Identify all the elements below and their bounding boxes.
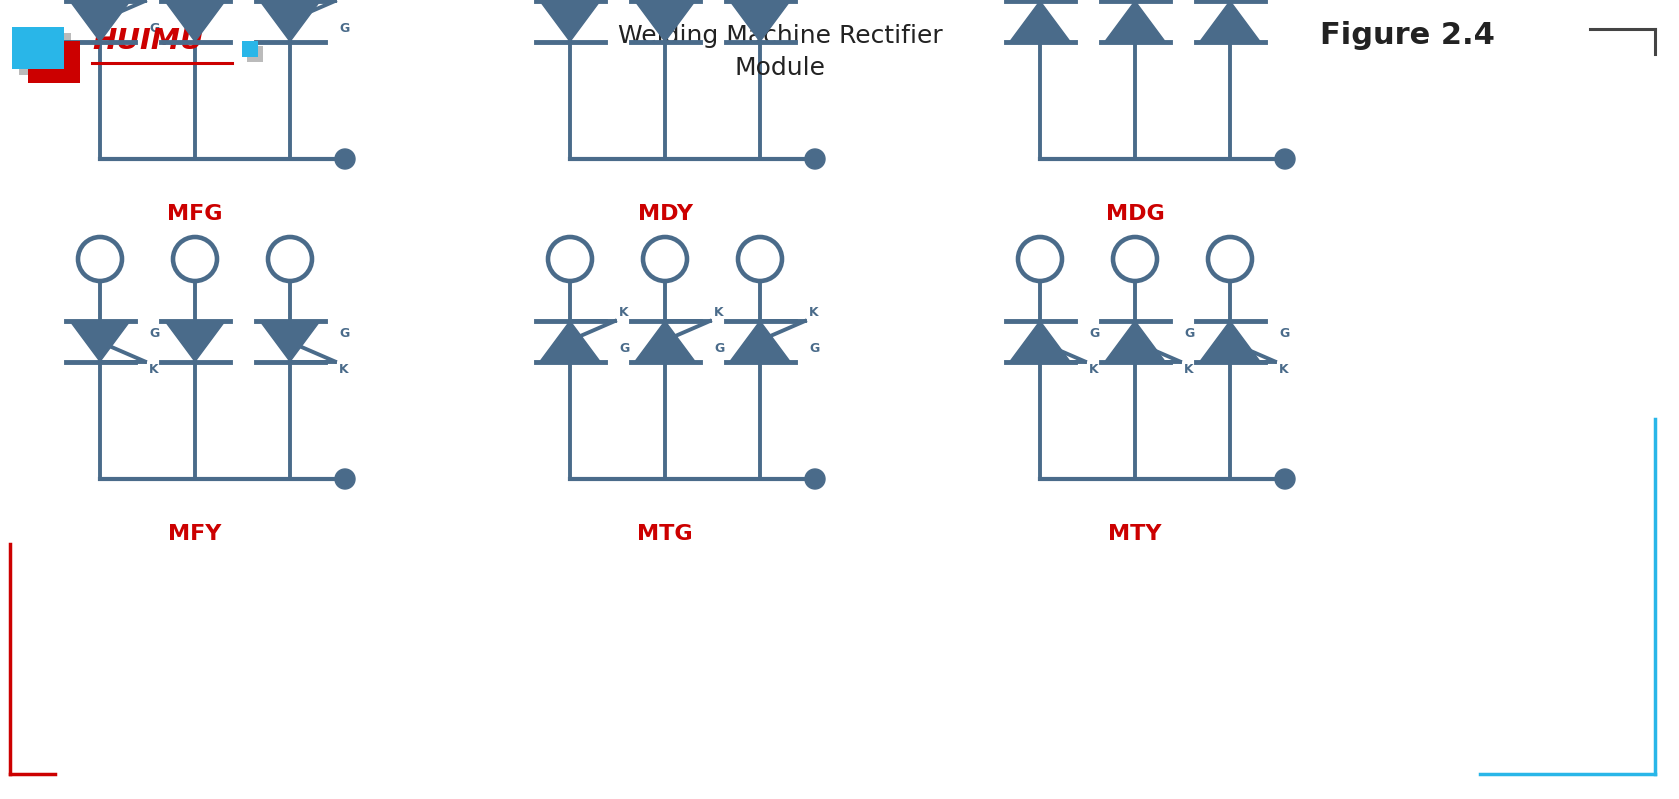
Polygon shape	[635, 321, 695, 361]
Polygon shape	[730, 1, 791, 42]
Text: G: G	[149, 327, 160, 340]
Polygon shape	[730, 321, 791, 361]
Text: G: G	[620, 343, 630, 356]
Polygon shape	[71, 321, 129, 361]
Text: MTY: MTY	[1108, 524, 1162, 544]
Circle shape	[804, 149, 824, 169]
Text: G: G	[1090, 327, 1100, 340]
Text: G: G	[1279, 327, 1289, 340]
Text: K: K	[1184, 364, 1194, 376]
Polygon shape	[260, 1, 321, 42]
Text: K: K	[809, 306, 819, 319]
Polygon shape	[260, 321, 321, 361]
Polygon shape	[165, 1, 225, 42]
FancyBboxPatch shape	[18, 33, 71, 75]
Polygon shape	[1200, 1, 1259, 42]
Polygon shape	[541, 1, 599, 42]
Text: K: K	[1090, 364, 1098, 376]
Polygon shape	[1011, 1, 1070, 42]
Polygon shape	[1105, 321, 1165, 361]
Text: G: G	[339, 327, 349, 340]
Text: K: K	[620, 306, 628, 319]
Text: G: G	[1184, 327, 1194, 340]
Polygon shape	[165, 321, 225, 361]
Text: K: K	[339, 364, 349, 376]
Text: K: K	[714, 306, 724, 319]
Polygon shape	[71, 1, 129, 42]
Text: MFY: MFY	[168, 524, 222, 544]
Polygon shape	[541, 321, 599, 361]
Circle shape	[336, 469, 354, 489]
Text: K: K	[149, 364, 158, 376]
Text: Figure 2.4: Figure 2.4	[1320, 21, 1494, 50]
FancyBboxPatch shape	[29, 41, 81, 83]
FancyBboxPatch shape	[247, 46, 264, 62]
Polygon shape	[635, 1, 695, 42]
Circle shape	[804, 469, 824, 489]
Circle shape	[336, 149, 354, 169]
Circle shape	[1274, 149, 1295, 169]
Text: Welding Machine Rectifier
Module: Welding Machine Rectifier Module	[618, 24, 942, 80]
Polygon shape	[1200, 321, 1259, 361]
Text: MFG: MFG	[168, 204, 223, 224]
FancyBboxPatch shape	[242, 41, 259, 57]
Text: K: K	[1279, 364, 1288, 376]
Text: G: G	[339, 22, 349, 35]
Polygon shape	[1011, 321, 1070, 361]
Text: HUIMU: HUIMU	[92, 27, 203, 55]
Text: MTG: MTG	[638, 524, 693, 544]
Text: MDY: MDY	[638, 204, 692, 224]
Circle shape	[1274, 469, 1295, 489]
Text: G: G	[714, 343, 724, 356]
Polygon shape	[1105, 1, 1165, 42]
Text: G: G	[809, 343, 819, 356]
FancyBboxPatch shape	[12, 27, 64, 69]
Text: MDG: MDG	[1106, 204, 1164, 224]
Text: G: G	[149, 22, 160, 35]
